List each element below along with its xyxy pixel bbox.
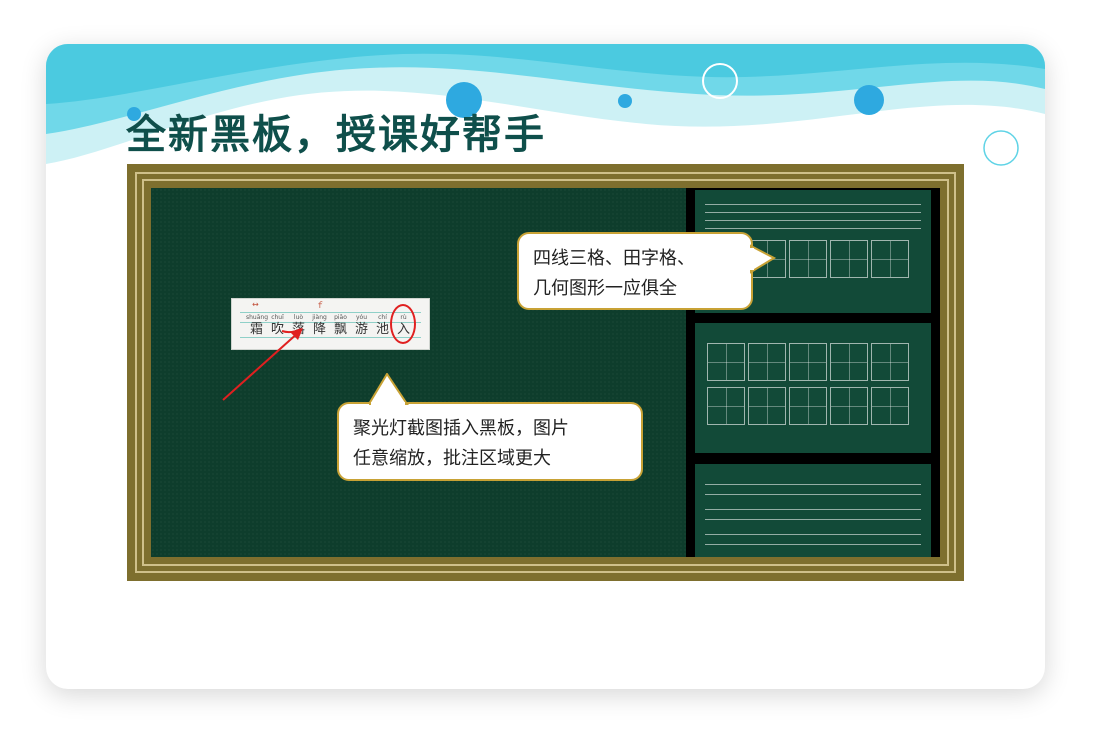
guide-line xyxy=(240,312,421,313)
tian-cell xyxy=(707,387,745,425)
callout-text: 任意缩放，批注区域更大 xyxy=(353,448,551,469)
blackboard[interactable]: ↔ ｆ shuāng chuī luò jiàng piāo yóu chí r… xyxy=(151,188,940,557)
tian-cell xyxy=(871,343,909,381)
blackboard-frame: ↔ ｆ shuāng chuī luò jiàng piāo yóu chí r… xyxy=(127,164,964,581)
tian-cell xyxy=(707,343,745,381)
ruled-line xyxy=(705,212,921,213)
grids-callout: 四线三格、田字格、 几何图形一应俱全 xyxy=(517,232,753,310)
bubble-decoration xyxy=(618,94,632,108)
character: 飘 xyxy=(333,322,347,337)
frame-trim xyxy=(135,172,956,573)
ring-decoration xyxy=(702,63,738,99)
tian-cell xyxy=(830,343,868,381)
ruled-line xyxy=(705,228,921,229)
character: 吹 xyxy=(270,322,284,337)
ruled-line xyxy=(705,534,921,535)
tian-cell xyxy=(789,387,827,425)
bubble-decoration xyxy=(854,85,884,115)
tian-cell xyxy=(871,387,909,425)
pinyin: chí xyxy=(378,314,387,321)
pinyin: piāo xyxy=(334,314,347,321)
callout-tail xyxy=(369,373,409,405)
ring-decoration xyxy=(983,130,1019,166)
pinyin: chuī xyxy=(271,314,284,321)
tian-grid-row xyxy=(707,343,909,381)
character: 池 xyxy=(375,322,389,337)
tian-cell xyxy=(789,240,827,278)
page-title: 全新黑板，授课好帮手 xyxy=(126,112,546,158)
tian-cell xyxy=(789,343,827,381)
tian-cell xyxy=(830,387,868,425)
character: 霜 xyxy=(249,322,263,337)
snippet-mark: ↔ xyxy=(252,300,259,309)
bubble-decoration xyxy=(446,82,482,118)
pinyin: luò xyxy=(293,314,304,321)
ruled-line xyxy=(705,509,921,510)
frame-trim xyxy=(142,179,949,566)
ruled-lines-panel[interactable] xyxy=(695,464,931,557)
callout-text: 聚光灯截图插入黑板，图片 xyxy=(353,418,569,439)
board-writing-area[interactable]: ↔ ｆ shuāng chuī luò jiàng piāo yóu chí r… xyxy=(151,188,686,557)
callout-text: 四线三格、田字格、 xyxy=(533,248,695,269)
spotlight-screenshot[interactable]: ↔ ｆ shuāng chuī luò jiàng piāo yóu chí r… xyxy=(231,298,430,350)
callout-text: 几何图形一应俱全 xyxy=(533,278,677,299)
ruled-line xyxy=(705,494,921,495)
tian-cell xyxy=(871,240,909,278)
character-row: 霜 吹 落 降 飘 游 池 入 xyxy=(246,321,414,339)
callout-tail xyxy=(750,244,776,274)
ruled-line xyxy=(705,484,921,485)
guide-line xyxy=(240,337,421,338)
bubble-decoration xyxy=(127,107,141,121)
slide-card: 全新黑板，授课好帮手 ↔ ｆ shuāng chuī luò jiàng pi xyxy=(46,44,1045,689)
pinyin: yóu xyxy=(355,314,368,321)
tian-cell xyxy=(748,387,786,425)
character: 游 xyxy=(354,322,368,337)
pinyin: jiàng xyxy=(312,314,327,321)
spotlight-callout: 聚光灯截图插入黑板，图片 任意缩放，批注区域更大 xyxy=(337,402,643,481)
pinyin-row: shuāng chuī luò jiàng piāo yóu chí rù xyxy=(246,314,414,321)
snippet-mark: ｆ xyxy=(316,301,324,310)
guide-line xyxy=(240,322,421,323)
tian-cell xyxy=(830,240,868,278)
character: 降 xyxy=(312,322,326,337)
character: 落 xyxy=(291,322,305,337)
ruled-line xyxy=(705,519,921,520)
annotation-circle xyxy=(390,304,416,344)
ruled-line xyxy=(705,544,921,545)
tian-cell xyxy=(748,343,786,381)
tian-grid-row xyxy=(707,387,909,425)
header-wave-decoration xyxy=(46,44,1045,166)
ruled-line xyxy=(705,204,921,205)
pinyin: shuāng xyxy=(246,314,269,321)
tian-grid-panel[interactable] xyxy=(695,323,931,453)
ruled-line xyxy=(705,220,921,221)
